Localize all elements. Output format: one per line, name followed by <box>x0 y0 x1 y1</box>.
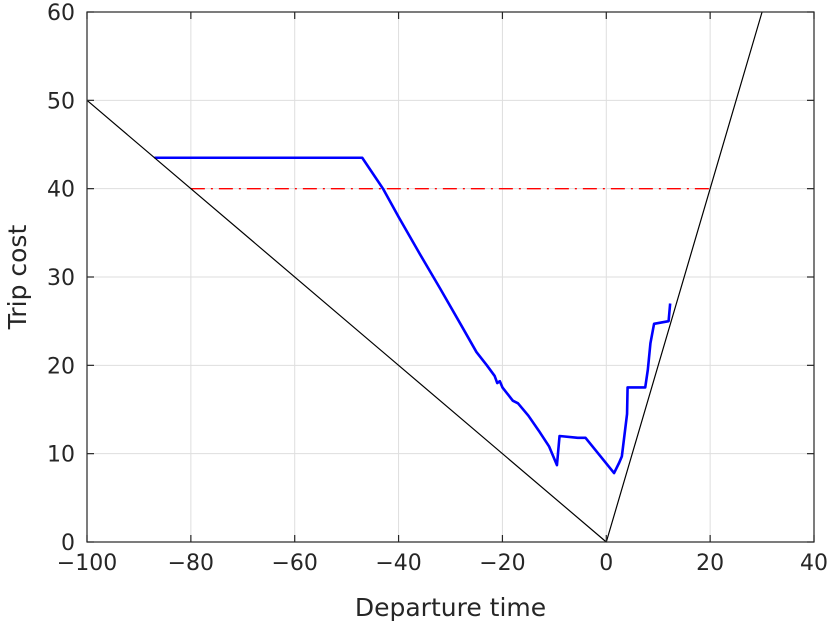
x-tick-label: −80 <box>168 551 214 576</box>
y-tick-label: 10 <box>47 443 75 468</box>
x-tick-label: −20 <box>479 551 525 576</box>
axis-ticks: −100 −80 −60 −40 −20 0 20 40 0 10 20 30 40 50 60 <box>47 1 828 576</box>
x-tick-label: 20 <box>696 551 724 576</box>
x-tick-label: 40 <box>800 551 828 576</box>
y-tick-label: 60 <box>47 1 75 26</box>
y-tick-label: 0 <box>61 531 75 556</box>
series-line-trip-cost <box>154 156 672 475</box>
x-tick-label: −60 <box>271 551 317 576</box>
y-tick-label: 20 <box>47 354 75 379</box>
x-tick-label: −100 <box>57 551 117 576</box>
y-tick-label: 30 <box>47 266 75 291</box>
x-tick-label: −40 <box>375 551 421 576</box>
x-tick-label: 0 <box>599 551 613 576</box>
x-axis-label: Departure time <box>355 593 546 622</box>
grid-lines <box>86 11 815 543</box>
y-tick-label: 40 <box>47 178 75 203</box>
y-tick-label: 50 <box>47 89 75 114</box>
y-axis-label: Trip cost <box>3 225 32 331</box>
